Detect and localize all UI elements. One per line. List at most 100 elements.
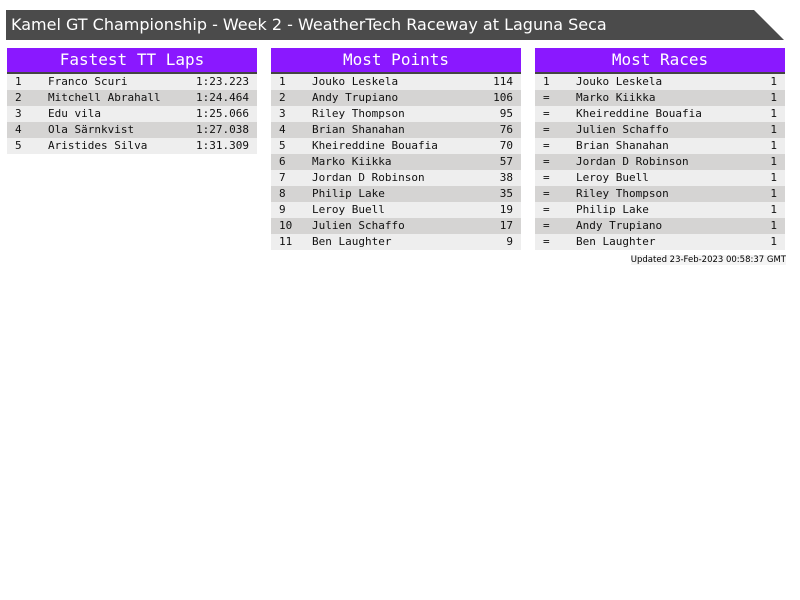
table-row: 4 Brian Shanahan 76 bbox=[271, 122, 521, 138]
rank-cell: = bbox=[543, 155, 550, 168]
rank-cell: = bbox=[543, 171, 550, 184]
table-row: 10 Julien Schaffo 17 bbox=[271, 218, 521, 234]
rank-cell: 5 bbox=[279, 139, 286, 152]
value-cell: 1:25.066 bbox=[196, 107, 249, 120]
table-row: = Andy Trupiano 1 bbox=[535, 218, 785, 234]
page-title: Kamel GT Championship - Week 2 - Weather… bbox=[6, 10, 784, 40]
value-cell: 57 bbox=[499, 155, 513, 168]
table-row: 2 Mitchell Abrahall 1:24.464 bbox=[7, 90, 257, 106]
table-row: 8 Philip Lake 35 bbox=[271, 186, 521, 202]
driver-name-cell: Jordan D Robinson bbox=[312, 171, 425, 184]
most-points-table: Most Points 1 Jouko Leskela 114 2 Andy Trupi… bbox=[271, 48, 521, 250]
table-row: 9 Leroy Buell 19 bbox=[271, 202, 521, 218]
table-row: = Ben Laughter 1 bbox=[535, 234, 785, 250]
value-cell: 1 bbox=[770, 203, 777, 216]
table-row: 1 Jouko Leskela 114 bbox=[271, 74, 521, 90]
table-row: = Jordan D Robinson 1 bbox=[535, 154, 785, 170]
table-row: 1 Franco Scuri 1:23.223 bbox=[7, 74, 257, 90]
rank-cell: = bbox=[543, 219, 550, 232]
value-cell: 1:27.038 bbox=[196, 123, 249, 136]
table-heading: Fastest TT Laps bbox=[7, 48, 257, 74]
rank-cell: 5 bbox=[15, 139, 22, 152]
rank-cell: = bbox=[543, 139, 550, 152]
value-cell: 35 bbox=[499, 187, 513, 200]
rank-cell: 6 bbox=[279, 155, 286, 168]
rank-cell: 4 bbox=[279, 123, 286, 136]
driver-name-cell: Philip Lake bbox=[576, 203, 649, 216]
driver-name-cell: Leroy Buell bbox=[576, 171, 649, 184]
driver-name-cell: Andy Trupiano bbox=[312, 91, 399, 104]
value-cell: 1 bbox=[770, 107, 777, 120]
value-cell: 1 bbox=[770, 123, 777, 136]
driver-name-cell: Brian Shanahan bbox=[312, 123, 405, 136]
table-row: 2 Andy Trupiano 106 bbox=[271, 90, 521, 106]
driver-name-cell: Edu vila bbox=[48, 107, 101, 120]
driver-name-cell: Ben Laughter bbox=[576, 235, 656, 248]
rank-cell: 9 bbox=[279, 203, 286, 216]
driver-name-cell: Mitchell Abrahall bbox=[48, 91, 161, 104]
driver-name-cell: Riley Thompson bbox=[576, 187, 669, 200]
driver-name-cell: Leroy Buell bbox=[312, 203, 385, 216]
driver-name-cell: Philip Lake bbox=[312, 187, 385, 200]
table-row: 3 Riley Thompson 95 bbox=[271, 106, 521, 122]
table-row: = Philip Lake 1 bbox=[535, 202, 785, 218]
value-cell: 1:23.223 bbox=[196, 75, 249, 88]
value-cell: 9 bbox=[506, 235, 513, 248]
rank-cell: 3 bbox=[15, 107, 22, 120]
rank-cell: 8 bbox=[279, 187, 286, 200]
value-cell: 76 bbox=[499, 123, 513, 136]
value-cell: 1 bbox=[770, 219, 777, 232]
value-cell: 1 bbox=[770, 235, 777, 248]
table-row: = Leroy Buell 1 bbox=[535, 170, 785, 186]
value-cell: 38 bbox=[499, 171, 513, 184]
driver-name-cell: Julien Schaffo bbox=[312, 219, 405, 232]
driver-name-cell: Franco Scuri bbox=[48, 75, 128, 88]
table-row: 3 Edu vila 1:25.066 bbox=[7, 106, 257, 122]
rank-cell: = bbox=[543, 203, 550, 216]
table-row: = Julien Schaffo 1 bbox=[535, 122, 785, 138]
driver-name-cell: Aristides Silva bbox=[48, 139, 148, 152]
value-cell: 1 bbox=[770, 139, 777, 152]
table-row: = Kheireddine Bouafia 1 bbox=[535, 106, 785, 122]
table-heading: Most Races bbox=[535, 48, 785, 74]
driver-name-cell: Kheireddine Bouafia bbox=[312, 139, 438, 152]
driver-name-cell: Ben Laughter bbox=[312, 235, 392, 248]
value-cell: 1 bbox=[770, 171, 777, 184]
value-cell: 1 bbox=[770, 91, 777, 104]
table-row: 5 Aristides Silva 1:31.309 bbox=[7, 138, 257, 154]
table-row: 7 Jordan D Robinson 38 bbox=[271, 170, 521, 186]
driver-name-cell: Jouko Leskela bbox=[576, 75, 663, 88]
table-row: = Brian Shanahan 1 bbox=[535, 138, 785, 154]
rank-cell: 1 bbox=[543, 75, 550, 88]
rank-cell: 4 bbox=[15, 123, 22, 136]
driver-name-cell: Riley Thompson bbox=[312, 107, 405, 120]
driver-name-cell: Marko Kiikka bbox=[576, 91, 656, 104]
rank-cell: = bbox=[543, 107, 550, 120]
rank-cell: = bbox=[543, 235, 550, 248]
value-cell: 1 bbox=[770, 75, 777, 88]
value-cell: 70 bbox=[499, 139, 513, 152]
rank-cell: 2 bbox=[279, 91, 286, 104]
rank-cell: 2 bbox=[15, 91, 22, 104]
value-cell: 1 bbox=[770, 155, 777, 168]
value-cell: 114 bbox=[493, 75, 513, 88]
driver-name-cell: Ola Särnkvist bbox=[48, 123, 135, 136]
most-races-table: Most Races 1 Jouko Leskela 1 = Marko Kiikka 1… bbox=[535, 48, 785, 250]
rank-cell: 3 bbox=[279, 107, 286, 120]
value-cell: 1 bbox=[770, 187, 777, 200]
rank-cell: 1 bbox=[15, 75, 22, 88]
rank-cell: = bbox=[543, 123, 550, 136]
rank-cell: 7 bbox=[279, 171, 286, 184]
table-row: 1 Jouko Leskela 1 bbox=[535, 74, 785, 90]
driver-name-cell: Brian Shanahan bbox=[576, 139, 669, 152]
rank-cell: = bbox=[543, 91, 550, 104]
driver-name-cell: Jordan D Robinson bbox=[576, 155, 689, 168]
rank-cell: 11 bbox=[279, 235, 293, 248]
table-row: 6 Marko Kiikka 57 bbox=[271, 154, 521, 170]
rank-cell: 10 bbox=[279, 219, 293, 232]
driver-name-cell: Marko Kiikka bbox=[312, 155, 392, 168]
driver-name-cell: Andy Trupiano bbox=[576, 219, 663, 232]
table-heading: Most Points bbox=[271, 48, 521, 74]
value-cell: 1:31.309 bbox=[196, 139, 249, 152]
value-cell: 19 bbox=[499, 203, 513, 216]
